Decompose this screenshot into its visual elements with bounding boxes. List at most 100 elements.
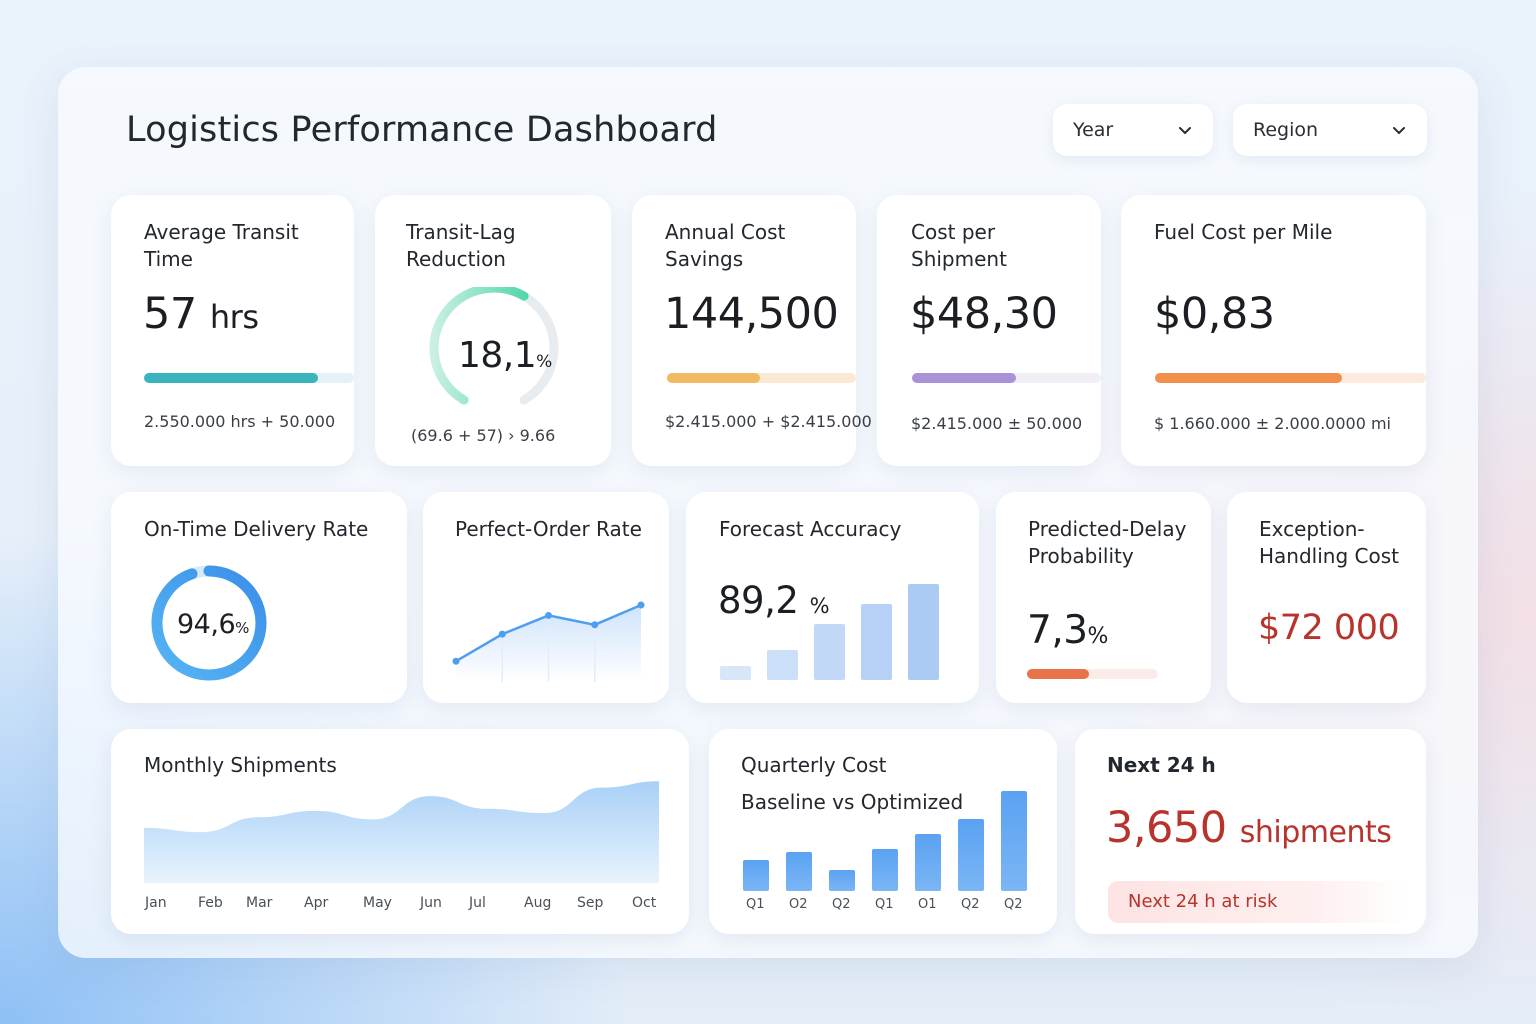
- x-tick-label: Jan: [145, 895, 167, 911]
- x-tick-label: Feb: [198, 895, 223, 911]
- data-point: [452, 657, 460, 665]
- card-perfect-order-rate[interactable]: Perfect-Order Rate: [423, 492, 669, 703]
- monthly-shipments-area-chart: [144, 781, 659, 883]
- card-exception-handling-cost[interactable]: Exception-Handling Cost $72 000: [1227, 492, 1426, 703]
- x-tick-label: Q1: [875, 897, 894, 912]
- data-point: [545, 611, 552, 619]
- x-tick-label: Q2: [832, 897, 851, 912]
- card-title: Monthly Shipments: [144, 753, 337, 777]
- progress-fill: [1155, 373, 1342, 383]
- card-subtitle: Baseline vs Optimized: [741, 790, 964, 814]
- x-tick-label: May: [363, 895, 392, 911]
- kpi-subtext: (69.6 + 57) › 9.66: [411, 426, 556, 445]
- progress-fill: [1027, 669, 1089, 679]
- x-tick-label: O2: [789, 897, 808, 912]
- card-title: Transit-Lag Reduction: [406, 220, 516, 271]
- progress-track: [144, 373, 354, 383]
- x-tick-label: Q2: [1004, 897, 1023, 912]
- kpi-value: 57 hrs: [143, 289, 259, 339]
- card-title: Annual Cost Savings: [665, 220, 786, 271]
- x-tick-label: O1: [918, 897, 937, 912]
- year-select[interactable]: Year: [1053, 104, 1213, 156]
- x-tick-label: Oct: [632, 895, 657, 911]
- kpi-value: 94,6%: [177, 609, 249, 640]
- page-title: Logistics Performance Dashboard: [126, 110, 718, 150]
- chevron-down-icon: [1179, 127, 1191, 134]
- card-next-24h[interactable]: Next 24 h 3,650 shipments Next 24 h at r…: [1075, 729, 1426, 934]
- kpi-card-average-transit-time[interactable]: Average Transit Time 57 hrs 2.550.000 hr…: [111, 195, 354, 466]
- gauge-fill: [429, 287, 559, 405]
- kpi-number: 3,650: [1106, 803, 1227, 853]
- x-tick-label: Mar: [246, 895, 273, 911]
- card-monthly-shipments[interactable]: Monthly Shipments Jan Feb Mar Apr May Jun Jul A…: [111, 729, 689, 934]
- region-select-label: Region: [1253, 119, 1319, 141]
- card-forecast-accuracy[interactable]: Forecast Accuracy 89,2 %: [686, 492, 979, 703]
- kpi-subtext: $2.415.000 + $2.415.000: [665, 412, 872, 431]
- bar: [908, 584, 939, 680]
- at-risk-alert[interactable]: Next 24 h at risk: [1108, 881, 1408, 923]
- kpi-card-cost-per-shipment[interactable]: Cost per Shipment $48,30 $2.415.000 ± 50…: [877, 195, 1101, 466]
- progress-track: [912, 373, 1101, 383]
- kpi-number: 7,3: [1027, 608, 1088, 653]
- kpi-unit: hrs: [209, 298, 259, 336]
- region-select[interactable]: Region: [1233, 104, 1427, 156]
- next24-value: 3,650 shipments: [1106, 803, 1392, 853]
- kpi-card-fuel-cost-per-mile[interactable]: Fuel Cost per Mile $0,83 $ 1.660.000 ± 2…: [1121, 195, 1426, 466]
- progress-track: [1155, 373, 1426, 383]
- card-title: Fuel Cost per Mile: [1154, 220, 1333, 244]
- bar: [786, 852, 812, 891]
- x-tick-label: Q2: [961, 897, 980, 912]
- x-tick-label: Jul: [469, 895, 486, 911]
- x-tick-label: Q1: [746, 897, 765, 912]
- kpi-value: $48,30: [910, 289, 1058, 339]
- bar: [743, 860, 769, 891]
- x-tick-label: Sep: [577, 895, 604, 911]
- kpi-value: $0,83: [1154, 289, 1275, 339]
- bar: [872, 849, 898, 891]
- on-time-donut: [151, 565, 267, 681]
- progress-track: [667, 373, 856, 383]
- card-title: Predicted-Delay Probability: [1028, 517, 1187, 568]
- bar: [767, 650, 798, 680]
- kpi-unit: %: [809, 594, 830, 618]
- kpi-unit: %: [1087, 624, 1109, 649]
- kpi-card-transit-lag-reduction[interactable]: Transit-Lag Reduction 18,1% (69.6 + 57) …: [375, 195, 611, 466]
- data-point: [637, 601, 645, 609]
- card-title: Next 24 h: [1107, 753, 1216, 777]
- transit-lag-gauge: [429, 287, 559, 405]
- bar: [829, 870, 855, 891]
- card-title: Exception-Handling Cost: [1259, 517, 1399, 568]
- chevron-down-icon: [1393, 127, 1405, 134]
- bar: [958, 819, 984, 891]
- x-tick-label: Jun: [420, 895, 442, 911]
- card-title: Perfect-Order Rate: [455, 517, 642, 541]
- bar: [915, 834, 941, 891]
- donut-fill: [151, 565, 267, 681]
- kpi-card-annual-cost-savings[interactable]: Annual Cost Savings 144,500 $2.415.000 +…: [632, 195, 872, 466]
- card-on-time-delivery-rate[interactable]: On-Time Delivery Rate 94,6%: [111, 492, 407, 703]
- kpi-value: $72 000: [1258, 608, 1400, 648]
- card-quarterly-cost[interactable]: Quarterly Cost Baseline vs Optimized Q1 O…: [709, 729, 1057, 934]
- progress-fill: [667, 373, 760, 383]
- kpi-unit: %: [536, 352, 552, 372]
- year-select-label: Year: [1073, 119, 1114, 141]
- kpi-value: 144,500: [664, 289, 839, 339]
- data-point: [591, 621, 599, 629]
- at-risk-label: Next 24 h at risk: [1128, 891, 1278, 912]
- kpi-value: 18,1%: [458, 335, 552, 376]
- bar: [720, 666, 751, 680]
- bar: [861, 604, 892, 680]
- kpi-number: 18,1: [458, 335, 537, 376]
- progress-fill: [144, 373, 319, 383]
- bar: [1001, 791, 1027, 891]
- kpi-subtext: $2.415.000 ± 50.000: [911, 414, 1083, 433]
- kpi-subtext: 2.550.000 hrs + 50.000: [144, 412, 336, 431]
- x-tick-label: Aug: [524, 895, 552, 911]
- card-predicted-delay-probability[interactable]: Predicted-Delay Probability 7,3%: [996, 492, 1211, 703]
- kpi-subtext: $ 1.660.000 ± 2.000.0000 mi: [1154, 414, 1391, 433]
- card-title: Average Transit Time: [144, 220, 299, 271]
- kpi-number: 94,6: [177, 609, 236, 640]
- x-tick-label: Apr: [304, 895, 329, 911]
- kpi-value: 89,2 %: [718, 579, 830, 622]
- kpi-unit: %: [235, 619, 249, 637]
